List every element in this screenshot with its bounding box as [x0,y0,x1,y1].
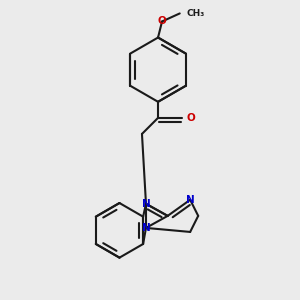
Text: N: N [142,199,150,209]
Text: N: N [142,223,150,233]
Text: N: N [186,195,194,205]
Text: CH₃: CH₃ [186,9,204,18]
Text: O: O [158,16,167,26]
Text: O: O [187,113,196,123]
